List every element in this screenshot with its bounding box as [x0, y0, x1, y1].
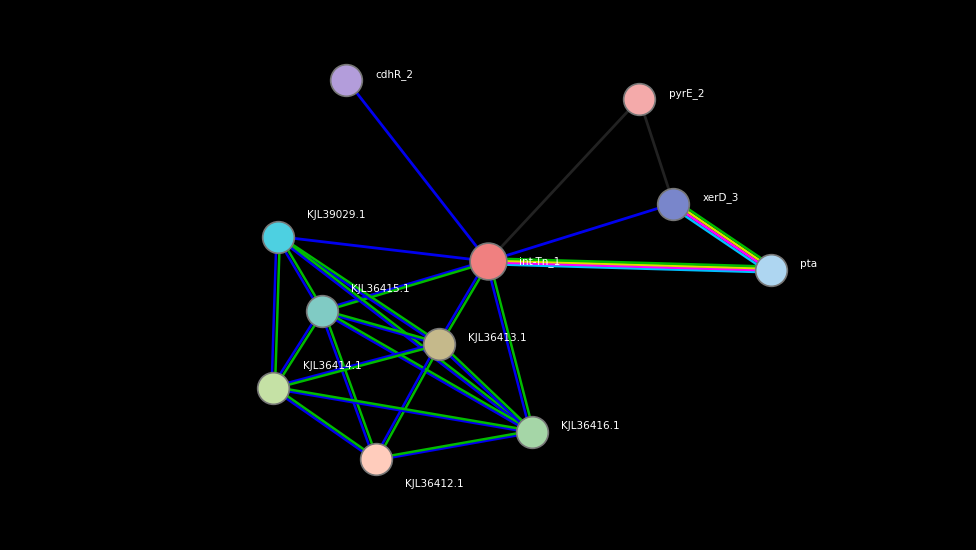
Point — [265, 383, 281, 392]
Text: int-Tn_1: int-Tn_1 — [519, 256, 560, 267]
Text: xerD_3: xerD_3 — [703, 192, 739, 204]
Point — [314, 306, 330, 315]
Point — [666, 199, 681, 208]
Point — [524, 427, 540, 436]
Point — [480, 257, 496, 266]
Text: KJL36414.1: KJL36414.1 — [303, 361, 361, 371]
Text: KJL36413.1: KJL36413.1 — [468, 333, 527, 343]
Point — [368, 455, 384, 464]
Text: cdhR_2: cdhR_2 — [376, 69, 414, 80]
Point — [270, 232, 286, 241]
Text: KJL36415.1: KJL36415.1 — [351, 284, 410, 294]
Point — [631, 95, 647, 103]
Point — [763, 265, 779, 274]
Point — [431, 339, 447, 348]
Text: pyrE_2: pyrE_2 — [669, 88, 704, 99]
Point — [339, 75, 354, 84]
Text: pta: pta — [800, 259, 818, 269]
Text: KJL36412.1: KJL36412.1 — [405, 479, 464, 489]
Text: KJL36416.1: KJL36416.1 — [561, 421, 620, 431]
Text: KJL39029.1: KJL39029.1 — [307, 210, 366, 219]
